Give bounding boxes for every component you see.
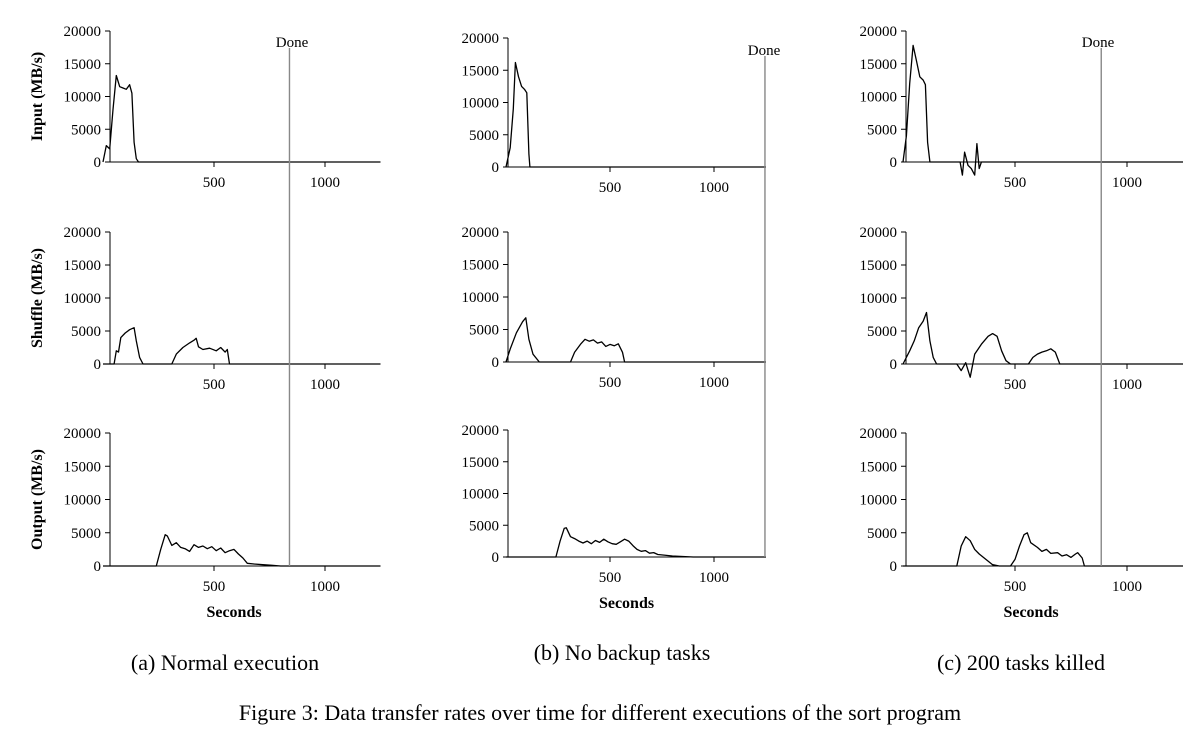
x-tick-label: 1000 <box>310 579 340 595</box>
y-tick-label: 20000 <box>860 24 898 40</box>
done-label: Done <box>1082 35 1115 51</box>
x-tick-label: 500 <box>1004 377 1027 393</box>
y-tick-label: 5000 <box>71 122 101 138</box>
y-tick-label: 0 <box>890 357 898 373</box>
y-tick-label: 5000 <box>469 128 499 144</box>
y-tick-label: 0 <box>94 155 102 171</box>
done-label: Done <box>748 43 781 59</box>
x-tick-label: 1000 <box>699 570 729 586</box>
x-tick-label: 1000 <box>310 377 340 393</box>
y-tick-label: 0 <box>492 160 500 176</box>
y-tick-label: 0 <box>94 357 102 373</box>
panel-b-caption: (b) No backup tasks <box>533 640 711 665</box>
y-tick-label: 15000 <box>64 459 102 475</box>
x-tick-label: 500 <box>1004 175 1027 191</box>
y-tick-label: 5000 <box>71 526 101 542</box>
y-tick-label: 10000 <box>462 290 500 306</box>
y-tick-label: 15000 <box>64 57 102 73</box>
y-tick-label: 0 <box>890 155 898 171</box>
y-axis-label: Input (MB/s) <box>29 52 46 141</box>
x-tick-label: 500 <box>203 377 226 393</box>
y-tick-label: 15000 <box>860 459 898 475</box>
x-tick-label: 1000 <box>699 375 729 391</box>
y-tick-label: 0 <box>890 559 898 575</box>
y-tick-label: 20000 <box>860 225 898 241</box>
x-tick-label: 500 <box>203 175 226 191</box>
y-tick-label: 15000 <box>462 63 500 79</box>
series-line <box>505 61 766 168</box>
x-tick-label: 1000 <box>310 175 340 191</box>
figure-caption: Figure 3: Data transfer rates over time … <box>238 700 962 725</box>
x-axis-label: Seconds <box>599 595 654 612</box>
series-line <box>103 534 381 567</box>
x-axis-label: Seconds <box>1003 604 1058 621</box>
y-tick-label: 15000 <box>64 258 102 274</box>
series-line <box>903 532 1183 567</box>
y-tick-label: 5000 <box>71 324 101 340</box>
y-tick-label: 20000 <box>64 426 102 442</box>
y-tick-label: 20000 <box>462 225 500 241</box>
y-tick-label: 0 <box>492 355 500 371</box>
y-tick-label: 5000 <box>867 526 897 542</box>
y-tick-label: 10000 <box>860 493 898 509</box>
y-axis-label: Shuffle (MB/s) <box>29 248 46 348</box>
series-line <box>102 74 381 163</box>
x-tick-label: 500 <box>203 579 226 595</box>
y-tick-label: 0 <box>492 550 500 566</box>
series-line <box>506 527 766 558</box>
y-tick-label: 5000 <box>469 518 499 534</box>
x-tick-label: 500 <box>599 570 622 586</box>
y-tick-label: 10000 <box>64 493 102 509</box>
x-tick-label: 500 <box>599 180 622 196</box>
y-tick-label: 10000 <box>860 90 898 106</box>
y-tick-label: 10000 <box>860 291 898 307</box>
y-tick-label: 5000 <box>867 324 897 340</box>
y-tick-label: 15000 <box>462 258 500 274</box>
done-label: Done <box>276 35 309 51</box>
y-axis-label: Output (MB/s) <box>29 449 46 550</box>
y-tick-label: 20000 <box>64 24 102 40</box>
x-tick-label: 1000 <box>1112 175 1142 191</box>
y-tick-label: 15000 <box>860 258 898 274</box>
y-tick-label: 20000 <box>462 31 500 47</box>
y-tick-label: 10000 <box>462 487 500 503</box>
y-tick-label: 20000 <box>462 423 500 439</box>
x-tick-label: 1000 <box>699 180 729 196</box>
series-line <box>505 317 766 363</box>
y-tick-label: 20000 <box>860 426 898 442</box>
y-tick-label: 15000 <box>462 455 500 471</box>
x-tick-label: 1000 <box>1112 377 1142 393</box>
x-tick-label: 500 <box>599 375 622 391</box>
series-line <box>902 44 1183 176</box>
y-tick-label: 5000 <box>867 122 897 138</box>
panel-c-caption: (c) 200 tasks killed <box>936 650 1106 675</box>
series-line <box>902 311 1183 378</box>
y-tick-label: 10000 <box>64 291 102 307</box>
y-tick-label: 10000 <box>64 90 102 106</box>
panel-a-caption: (a) Normal execution <box>130 650 320 675</box>
y-tick-label: 10000 <box>462 96 500 112</box>
x-tick-label: 1000 <box>1112 579 1142 595</box>
series-line <box>103 327 381 365</box>
y-tick-label: 0 <box>94 559 102 575</box>
x-tick-label: 500 <box>1004 579 1027 595</box>
y-tick-label: 5000 <box>469 323 499 339</box>
y-tick-label: 15000 <box>860 57 898 73</box>
y-tick-label: 20000 <box>64 225 102 241</box>
x-axis-label: Seconds <box>206 604 261 621</box>
